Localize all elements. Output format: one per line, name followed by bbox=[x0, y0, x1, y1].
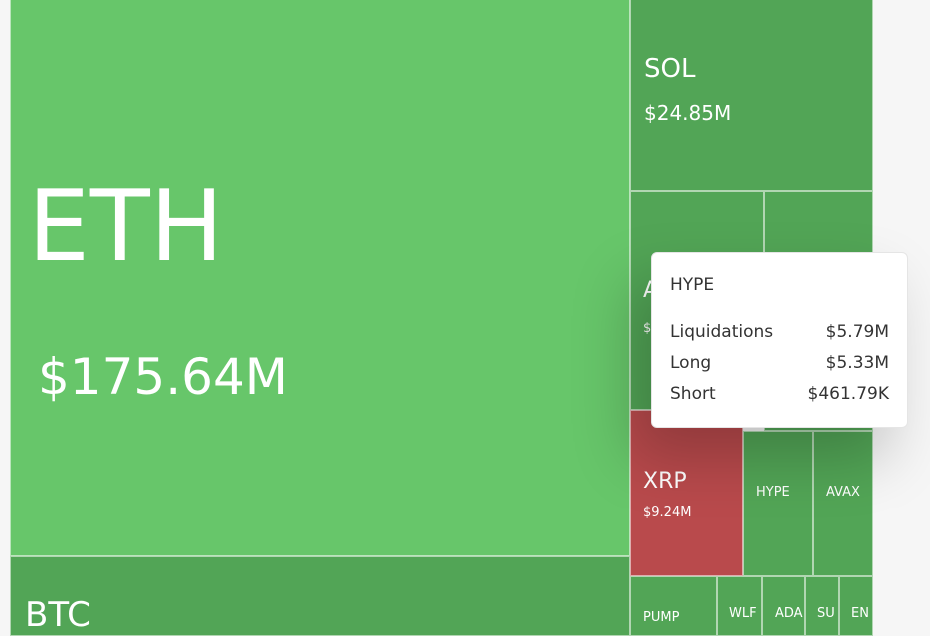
treemap-tile-btc[interactable]: BTC bbox=[10, 556, 630, 636]
tooltip-row-value: $461.79K bbox=[807, 384, 889, 404]
tooltip-row-liquidations: Liquidations $5.79M bbox=[670, 317, 889, 348]
treemap-tile-hype[interactable]: HYPE bbox=[743, 431, 813, 576]
treemap-tile-wlf[interactable]: WLF bbox=[717, 576, 762, 636]
treemap-tile-ada[interactable]: ADA bbox=[762, 576, 805, 636]
tile-value: $24.85M bbox=[644, 101, 732, 125]
tile-label: XRP bbox=[643, 469, 687, 494]
tile-value: $175.64M bbox=[38, 348, 288, 406]
hype-tooltip: HYPE Liquidations $5.79M Long $5.33M Sho… bbox=[651, 252, 908, 428]
treemap-tile-pump[interactable]: PUMP bbox=[630, 576, 717, 636]
tile-label: WLF bbox=[729, 606, 757, 621]
tile-label: BTC bbox=[25, 595, 91, 635]
treemap-tile-eth[interactable]: ETH $175.64M bbox=[10, 0, 630, 556]
treemap-tile-xrp[interactable]: XRP $9.24M bbox=[630, 410, 743, 576]
tooltip-title: HYPE bbox=[670, 275, 715, 295]
tooltip-row-label: Liquidations bbox=[670, 322, 774, 342]
tile-label: ADA bbox=[775, 606, 803, 621]
treemap-tile-en[interactable]: EN bbox=[839, 576, 873, 636]
tile-label: HYPE bbox=[756, 485, 790, 500]
tile-value: $9.24M bbox=[643, 505, 692, 520]
tooltip-row-label: Short bbox=[670, 384, 716, 404]
tile-label: SOL bbox=[644, 54, 696, 84]
tile-label: ETH bbox=[28, 170, 224, 284]
tooltip-row-label: Long bbox=[670, 353, 712, 373]
treemap-tile-avax[interactable]: AVAX bbox=[813, 431, 873, 576]
tooltip-row-value: $5.33M bbox=[825, 353, 889, 373]
tile-label: EN bbox=[851, 606, 869, 621]
tile-label: PUMP bbox=[643, 610, 680, 625]
tooltip-row-long: Long $5.33M bbox=[670, 348, 889, 379]
tile-value: $ bbox=[643, 321, 652, 336]
treemap-tile-sol[interactable]: SOL $24.85M bbox=[630, 0, 873, 191]
tile-label: AVAX bbox=[826, 485, 860, 500]
tile-label: SU bbox=[817, 606, 835, 621]
treemap-tile-su[interactable]: SU bbox=[805, 576, 839, 636]
tooltip-row-value: $5.79M bbox=[825, 322, 889, 342]
tooltip-row-short: Short $461.79K bbox=[670, 379, 889, 410]
